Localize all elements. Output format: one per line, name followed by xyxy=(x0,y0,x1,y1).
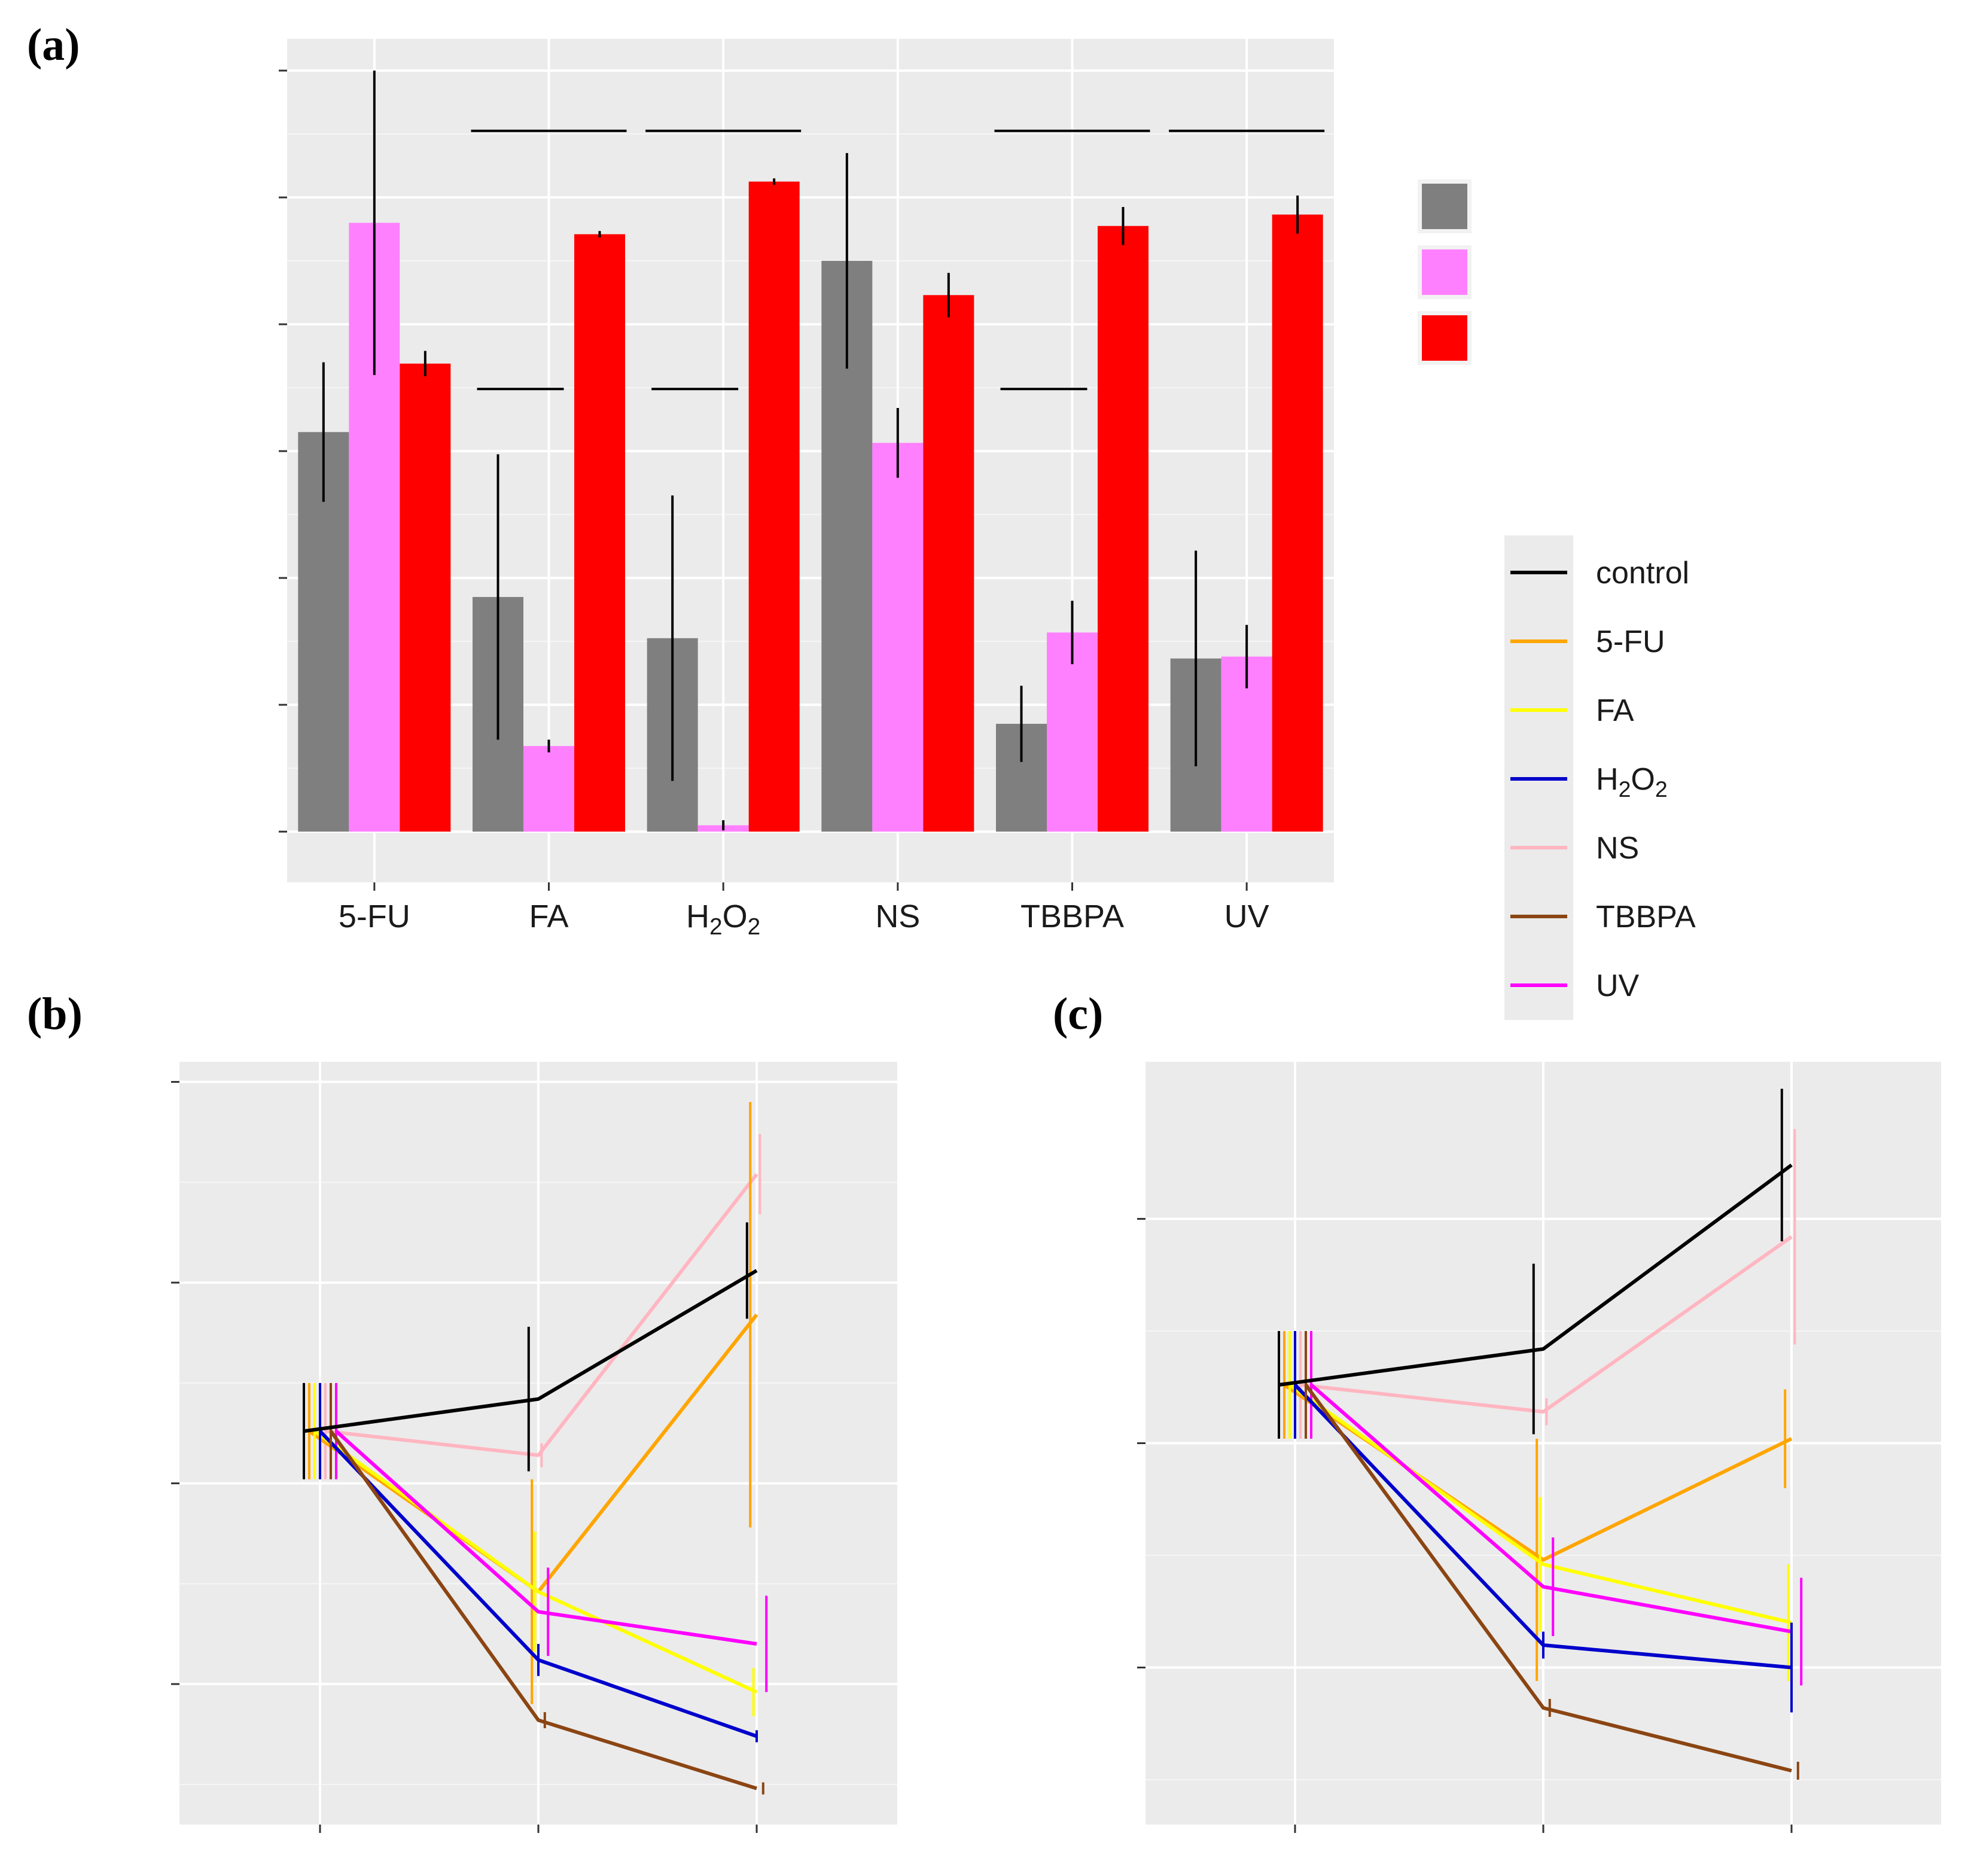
chart-a-bar-pi-fa xyxy=(574,234,625,832)
chart-c-line-chart xyxy=(1137,1062,1941,1833)
chart-a-bar-pi-uv xyxy=(1272,214,1323,832)
chart-c-line-control xyxy=(1278,1164,1793,1387)
chart-a-category-label: 5-FU xyxy=(339,899,410,934)
panel-label-b: (b) xyxy=(27,989,83,1039)
chart-c-line-ns xyxy=(1300,1235,1793,1414)
chart-a-bar-pi-h2o2 xyxy=(748,181,800,832)
panel-label-a: (a) xyxy=(27,20,80,70)
legend-group-label: 5-FU xyxy=(1596,625,1665,659)
chart-a-category-label: UV xyxy=(1224,899,1269,934)
panel-label-c: (c) xyxy=(1053,989,1103,1039)
chart-a-bar-pi-5-fu xyxy=(400,363,451,832)
chart-b-line-ns xyxy=(325,1173,758,1457)
legend-method-swatch-cc xyxy=(1422,184,1467,229)
chart-a-bar-chart: 5-FU FA H2O2 NS TBBPA UV xyxy=(279,39,1334,940)
legend-group-label: H2O2 xyxy=(1596,762,1668,802)
legend-method-swatch-pi xyxy=(1422,315,1467,361)
chart-a-bar-mtt-ns xyxy=(872,443,924,832)
chart-a-bar-pi-tbbpa xyxy=(1098,226,1148,832)
chart-c-line-tbbpa xyxy=(1304,1384,1792,1773)
chart-a-plot-background xyxy=(287,39,1334,882)
legend-group-label: TBBPA xyxy=(1596,900,1696,934)
chart-a-category-label: H2O2 xyxy=(686,899,760,940)
chart-b-line-uv xyxy=(335,1430,757,1646)
legend-group-label: UV xyxy=(1596,969,1640,1003)
chart-a-bar-pi-ns xyxy=(923,295,974,832)
chart-a-bar-mtt-tbbpa xyxy=(1047,632,1098,832)
legend-group-label: FA xyxy=(1596,693,1634,728)
legend-group-label: NS xyxy=(1596,831,1639,866)
legend-method xyxy=(1418,179,1472,365)
chart-c-line-uv xyxy=(1310,1383,1792,1634)
chart-b-line-chart xyxy=(171,1062,897,1833)
legend-group-label: control xyxy=(1596,556,1689,590)
chart-a-bar-mtt-fa xyxy=(523,746,574,832)
chart-a-category-label: TBBPA xyxy=(1020,899,1124,934)
legend-method-swatch-mtt xyxy=(1422,249,1467,295)
chart-b-line-tbbpa xyxy=(329,1430,757,1790)
chart-b-line-control xyxy=(303,1269,758,1433)
legend-group: control 5-FU FA H2O2 NS TBBPA UV xyxy=(1504,535,1696,1020)
chart-a-category-label: FA xyxy=(529,899,568,934)
chart-a-category-label: NS xyxy=(875,899,920,934)
chart-c-line-fa xyxy=(1288,1383,1792,1625)
chart-b-line-fa xyxy=(313,1429,758,1694)
